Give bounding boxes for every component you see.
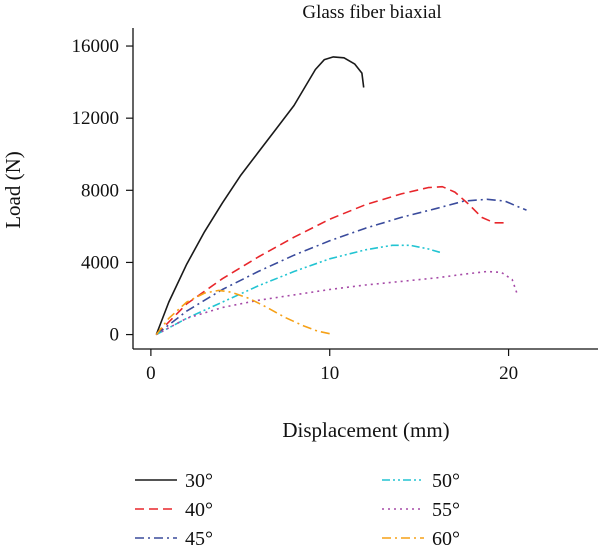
x-ticks: 0 10 20 — [146, 349, 518, 384]
x-tick-label: 20 — [499, 363, 518, 384]
series-line — [155, 289, 330, 336]
series-line — [155, 244, 441, 336]
y-tick-label: 12000 — [72, 108, 120, 129]
y-tick-label: 4000 — [81, 252, 119, 273]
legend-label: 50° — [432, 470, 460, 492]
x-tick-label: 0 — [146, 363, 156, 384]
series-line — [155, 185, 509, 336]
y-tick-label: 0 — [110, 325, 120, 346]
legend-label: 40° — [185, 499, 213, 521]
y-tick-label: 16000 — [72, 36, 120, 57]
series-line — [155, 270, 519, 336]
x-tick-label: 10 — [320, 363, 339, 384]
series-line — [155, 198, 527, 336]
series-lines — [155, 56, 527, 336]
legend: 30° 40° 45° 50° 55° 60° — [135, 470, 460, 550]
legend-label: 30° — [185, 470, 213, 492]
series-line — [155, 56, 365, 335]
legend-label: 55° — [432, 499, 460, 521]
y-ticks: 0 4000 8000 12000 16000 — [72, 36, 133, 346]
plot-area: 0 4000 8000 12000 16000 0 10 20 — [72, 28, 598, 384]
x-axis-label: Displacement (mm) — [282, 418, 449, 442]
legend-label: 45° — [185, 528, 213, 550]
chart-title: Glass fiber biaxial — [302, 2, 441, 23]
y-axis-label: Load (N) — [1, 151, 25, 229]
legend-label: 60° — [432, 528, 460, 550]
y-tick-label: 8000 — [81, 180, 119, 201]
